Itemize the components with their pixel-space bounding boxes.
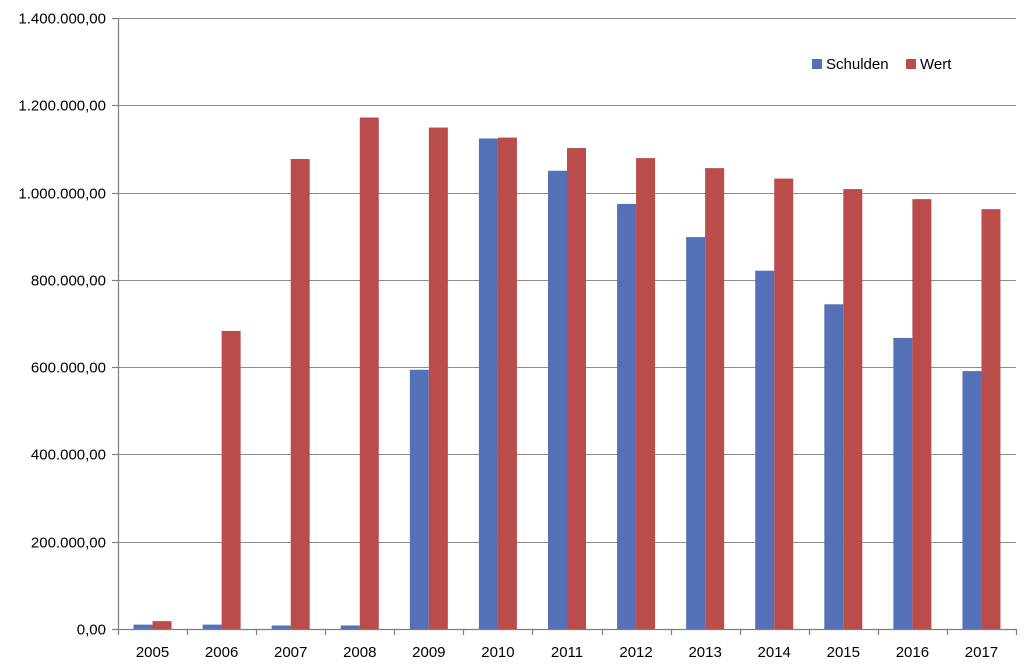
bar-wert-2013 (705, 168, 725, 629)
bar-schulden-2010 (478, 138, 498, 629)
x-tick-label: 2008 (343, 644, 376, 661)
bar-schulden-2011 (548, 170, 567, 629)
legend-swatch-schulden (812, 59, 822, 69)
x-axis-tick-labels: 2005 2006 2007 2008 2009 2010 2011 2012 2013 2014… (136, 644, 998, 661)
bar-schulden-2005 (133, 624, 153, 629)
bar-schulden-2008 (340, 625, 360, 629)
bar-wert-2006 (221, 330, 241, 629)
bar-schulden-2013 (686, 237, 706, 629)
bar-schulden-2016 (893, 337, 913, 629)
x-tick-label: 2017 (965, 644, 998, 661)
y-tick-label: 800.000,00 (31, 273, 106, 290)
bar-schulden-2014 (755, 270, 775, 629)
axes (112, 17, 1018, 635)
bar-wert-2010 (497, 137, 517, 629)
y-tick-label: 1.000.000,00 (18, 186, 106, 203)
bar-wert-2009 (428, 127, 448, 629)
y-axis-tick-labels: 0,00 200.000,00 400.000,00 600.000,00 800.00… (18, 11, 106, 639)
x-tick-label: 2014 (758, 644, 791, 661)
bar-wert-2016 (912, 199, 932, 629)
bar-schulden-2006 (202, 624, 222, 629)
legend-label-wert: Wert (920, 56, 952, 73)
bar-schulden-2017 (962, 371, 982, 629)
bar-wert-2011 (567, 148, 586, 629)
bar-schulden-2012 (617, 203, 637, 630)
legend: Schulden Wert (812, 56, 952, 73)
bar-wert-2005 (152, 621, 172, 629)
legend-swatch-wert (906, 59, 916, 69)
y-tick-label: 0,00 (77, 622, 106, 639)
y-tick-label: 600.000,00 (31, 360, 106, 377)
x-tick-label: 2011 (551, 644, 583, 661)
x-tick-label: 2010 (481, 644, 514, 661)
bar-wert-2014 (774, 178, 794, 630)
x-tick-label: 2009 (412, 644, 445, 661)
bars (133, 117, 1001, 630)
bar-schulden-2007 (271, 625, 291, 629)
legend-label-schulden: Schulden (826, 56, 889, 73)
bar-wert-2017 (981, 209, 1001, 629)
x-tick-label: 2016 (896, 644, 929, 661)
y-tick-label: 1.400.000,00 (18, 11, 106, 28)
bar-wert-2007 (290, 158, 310, 629)
x-tick-label: 2005 (136, 644, 169, 661)
x-tick-label: 2007 (274, 644, 307, 661)
bar-schulden-2015 (824, 304, 844, 629)
x-tick-label: 2012 (619, 644, 652, 661)
y-tick-label: 200.000,00 (31, 535, 106, 552)
x-tick-label: 2006 (205, 644, 238, 661)
bar-wert-2015 (843, 189, 863, 629)
bar-schulden-2009 (409, 369, 429, 629)
x-tick-label: 2013 (688, 644, 721, 661)
y-tick-label: 1.200.000,00 (18, 98, 106, 115)
x-tick-label: 2015 (827, 644, 860, 661)
y-tick-label: 400.000,00 (31, 447, 106, 464)
bar-wert-2008 (359, 117, 379, 629)
bar-wert-2012 (636, 158, 656, 629)
